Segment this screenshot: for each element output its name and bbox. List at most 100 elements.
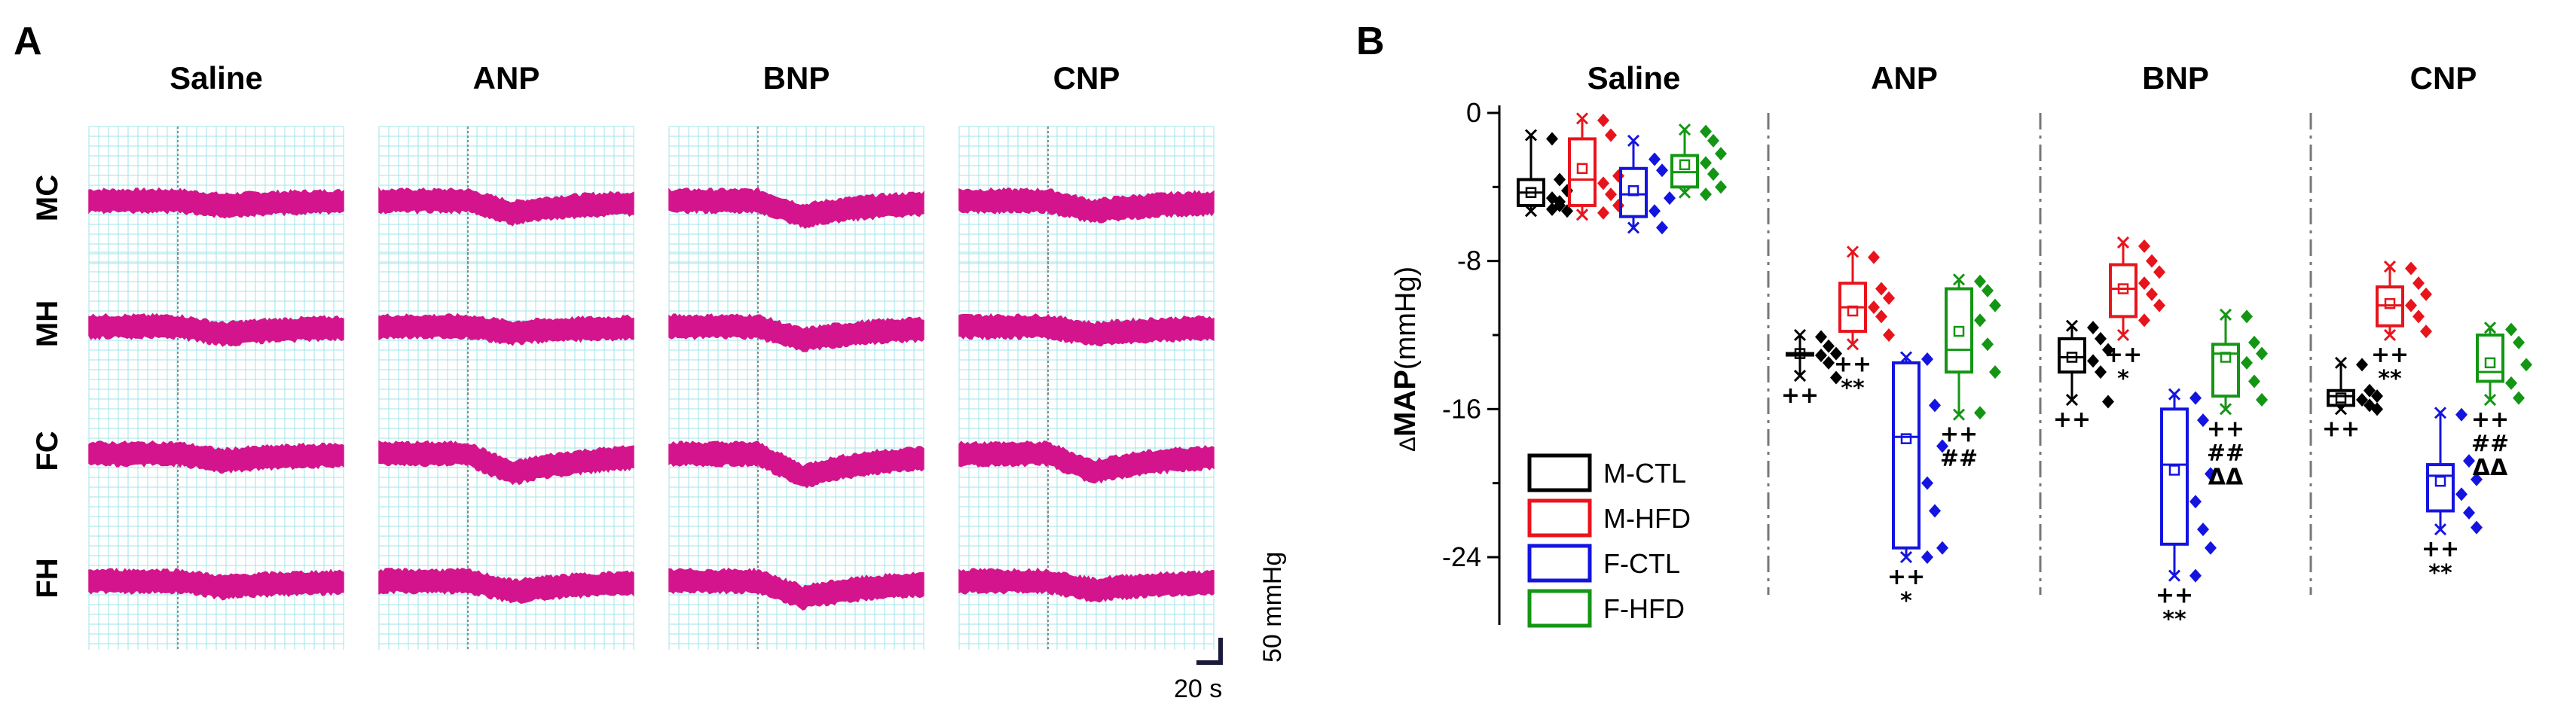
pressure-trace (958, 187, 1215, 224)
box-iqr (2476, 334, 2504, 383)
data-point (1875, 309, 1887, 324)
data-point (1830, 346, 1842, 361)
data-point (2471, 472, 2483, 486)
trace-panel-mc-cnp (958, 126, 1215, 270)
data-point (2413, 276, 2425, 291)
box-saline-m-hfd (1568, 112, 1624, 221)
data-point (2513, 391, 2525, 405)
box-mean (1953, 325, 1965, 337)
data-point (2256, 346, 2268, 361)
significance-mark: * (1900, 588, 1912, 614)
whisker-cap (1575, 112, 1589, 125)
y-axis: 0 -8 -16 -24 (1442, 97, 1501, 625)
data-point (1974, 313, 1986, 328)
data-point (1974, 274, 1986, 288)
box-mean (2066, 352, 2078, 363)
significance-mark: ΔΔ (2473, 455, 2508, 481)
data-point (2371, 389, 2383, 404)
trace-column-title-anp: ANP (473, 60, 540, 96)
box-iqr (2160, 407, 2189, 546)
significance-mark: ++ (2422, 536, 2459, 562)
whisker-cap (1678, 186, 1691, 199)
data-point (2463, 506, 2475, 520)
box-iqr (2109, 263, 2137, 318)
significance-mark: ** (2162, 607, 2186, 633)
legend-label-m-ctl: M-CTL (1603, 458, 1686, 489)
box-mean (2484, 357, 2496, 369)
whisker-cap (1846, 338, 1859, 351)
data-point (2505, 322, 2517, 337)
data-point (1868, 300, 1880, 315)
significance-mark: ++ (2471, 407, 2509, 433)
pressure-trace (88, 568, 344, 601)
data-point (1649, 204, 1661, 218)
pressure-trace (378, 440, 634, 486)
box-mean (1525, 187, 1537, 198)
data-point (2153, 265, 2165, 279)
data-point (1656, 163, 1668, 178)
data-point (2095, 331, 2107, 346)
whisker-cap (2065, 319, 2079, 332)
significance-mark: ## (2471, 431, 2509, 457)
whisker-cap (2483, 321, 2497, 334)
whisker-cap (1678, 123, 1691, 136)
whisker-cap (2219, 308, 2232, 321)
whisker-cap (1899, 351, 1913, 364)
data-point (2520, 358, 2532, 372)
pressure-trace (378, 312, 634, 346)
data-point (1605, 187, 1617, 202)
data-point (2420, 325, 2432, 339)
y-tick-label: -8 (1457, 245, 1481, 276)
significance-mark: ## (1940, 446, 1978, 472)
data-point (1649, 152, 1661, 166)
data-point (1554, 195, 1566, 209)
data-point (1823, 355, 1835, 370)
data-point (2356, 393, 2368, 407)
data-point (2241, 355, 2253, 370)
data-point (1605, 128, 1617, 142)
whisker-cap (1793, 328, 1807, 342)
whisker-cap (1575, 209, 1589, 221)
whisker-cap (1952, 273, 1966, 286)
data-point (1921, 550, 1933, 564)
whisker-cap (1793, 370, 1807, 382)
box-mean (2168, 465, 2180, 476)
data-point (1561, 184, 1573, 198)
pressure-trace (88, 187, 344, 219)
data-point (2405, 261, 2417, 276)
data-point (1700, 187, 1712, 202)
data-point (2189, 495, 2202, 509)
whisker-cap (2168, 388, 2181, 401)
data-point (2146, 254, 2158, 268)
data-point (2138, 313, 2150, 328)
box-bnp-f-hfd: ++##ΔΔ (2207, 308, 2268, 490)
data-point (1597, 113, 1609, 127)
data-point (1830, 370, 1842, 385)
box-iqr (2058, 337, 2086, 374)
box-iqr (2327, 389, 2355, 407)
data-point (2189, 391, 2202, 405)
data-point (2455, 407, 2468, 422)
pressure-trace (668, 440, 924, 489)
box-anp-f-hfd: ++## (1940, 273, 2001, 472)
data-point (2146, 287, 2158, 301)
data-point (1664, 191, 1676, 206)
significance-mark: ++ (2322, 416, 2360, 442)
trace-panel-fh-anp (378, 506, 634, 650)
whisker-cap (1524, 205, 1538, 218)
data-point (2153, 298, 2165, 312)
significance-mark: ++ (1887, 564, 1925, 590)
data-point (1929, 504, 1941, 518)
trace-panel-fh-cnp (958, 506, 1215, 650)
pressure-trace (88, 440, 344, 474)
box-mean (1847, 305, 1859, 317)
box-bnp-m-hfd: ++* (2104, 236, 2165, 392)
scale-y-label: 50 mmHg (1258, 552, 1287, 663)
box-mean (2434, 475, 2446, 487)
box-anp-m-ctl: ++ (1781, 328, 1842, 409)
significance-mark: ** (1841, 375, 1865, 401)
data-point (2087, 321, 2099, 335)
trace-panel-fc-bnp (668, 379, 924, 523)
box-cnp-m-ctl: ++ (2322, 356, 2383, 442)
data-point (2513, 335, 2525, 349)
